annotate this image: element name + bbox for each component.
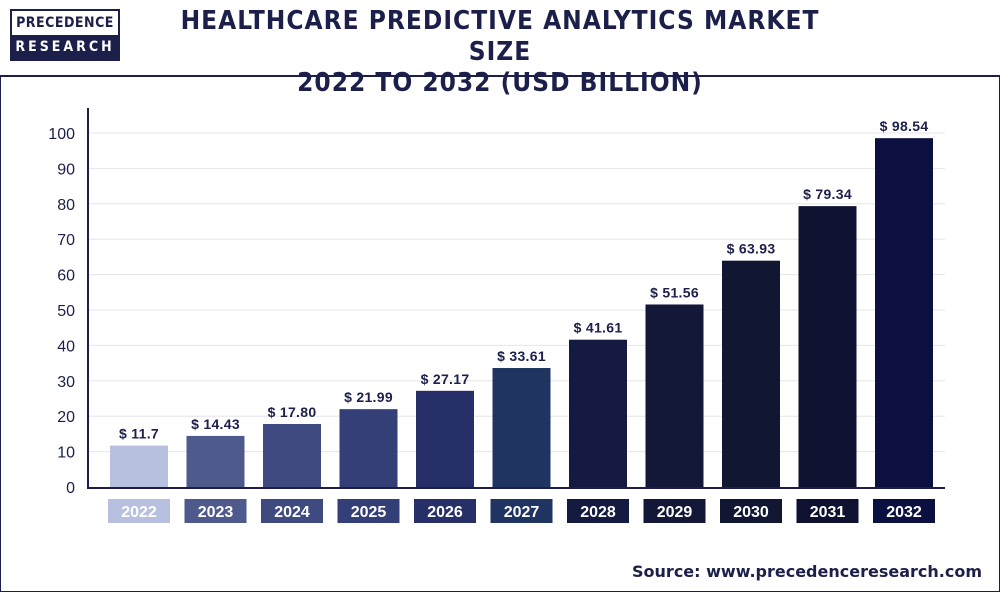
bar-value-label: $ 51.56 [650, 284, 699, 300]
x-tick-label: 2022 [121, 504, 157, 521]
y-tick-label: 0 [66, 480, 75, 497]
x-tick-label: 2032 [886, 504, 922, 521]
bar-value-label: $ 79.34 [803, 186, 852, 202]
x-tick-label: 2029 [657, 504, 693, 521]
bar [416, 390, 474, 487]
category-box [643, 499, 706, 523]
bar [263, 423, 321, 487]
category-box [108, 499, 170, 523]
bar-value-label: $ 27.17 [421, 371, 470, 387]
y-tick-label: 40 [57, 338, 75, 355]
y-tick-label: 60 [57, 268, 75, 285]
x-tick-label: 2025 [351, 504, 387, 521]
bar [875, 138, 933, 487]
category-box [873, 499, 935, 523]
y-tick-label: 50 [57, 303, 75, 320]
source-prefix: Source: [632, 562, 701, 581]
category-box [796, 499, 859, 523]
category-box [337, 499, 400, 523]
bar [492, 368, 551, 487]
category-box [261, 499, 323, 523]
bar-value-label: $ 21.99 [344, 389, 393, 405]
header: PRECEDENCE RESEARCH HEALTHCARE PREDICTIV… [0, 0, 1000, 98]
bar-value-label: $ 33.61 [497, 348, 546, 364]
bar-value-label: $ 14.43 [191, 416, 240, 432]
logo-line2: RESEARCH [12, 35, 118, 59]
x-tick-label: 2026 [427, 504, 463, 521]
category-box [490, 499, 553, 523]
y-tick-label: 80 [57, 197, 75, 214]
bar [645, 304, 704, 487]
x-tick-label: 2028 [580, 504, 616, 521]
y-tick-label: 10 [57, 445, 75, 462]
y-tick-label: 20 [57, 409, 75, 426]
x-tick-label: 2030 [733, 504, 769, 521]
category-box [414, 499, 476, 523]
x-tick-label: 2027 [504, 504, 540, 521]
source-note: Source: www.precedenceresearch.com [632, 562, 982, 581]
x-tick-label: 2031 [810, 504, 846, 521]
category-box [567, 499, 629, 523]
bar [722, 260, 780, 487]
bar-value-label: $ 41.61 [574, 320, 623, 336]
bar-value-label: $ 63.93 [727, 241, 776, 257]
y-tick-label: 100 [48, 126, 75, 143]
bar-value-label: $ 11.7 [119, 426, 159, 442]
category-box [720, 499, 782, 523]
bar [339, 409, 398, 487]
bar [569, 339, 627, 487]
precedence-research-logo: PRECEDENCE RESEARCH [10, 9, 120, 61]
title-line1: HEALTHCARE PREDICTIVE ANALYTICS MARKET S… [180, 6, 820, 67]
source-url: www.precedenceresearch.com [706, 562, 982, 581]
y-tick-label: 70 [57, 232, 75, 249]
bar [110, 445, 168, 487]
chart-title: HEALTHCARE PREDICTIVE ANALYTICS MARKET S… [150, 6, 850, 99]
bar [798, 206, 857, 487]
x-tick-label: 2023 [198, 504, 234, 521]
category-box [184, 499, 247, 523]
y-tick-label: 30 [57, 374, 75, 391]
y-tick-label: 90 [57, 161, 75, 178]
bar [186, 435, 245, 487]
x-tick-label: 2024 [274, 504, 310, 521]
bar-value-label: $ 17.80 [268, 404, 317, 420]
bar-value-label: $ 98.54 [880, 118, 929, 134]
logo-line1: PRECEDENCE [12, 11, 118, 35]
title-line2: 2022 TO 2032 (USD BILLION) [297, 68, 703, 98]
